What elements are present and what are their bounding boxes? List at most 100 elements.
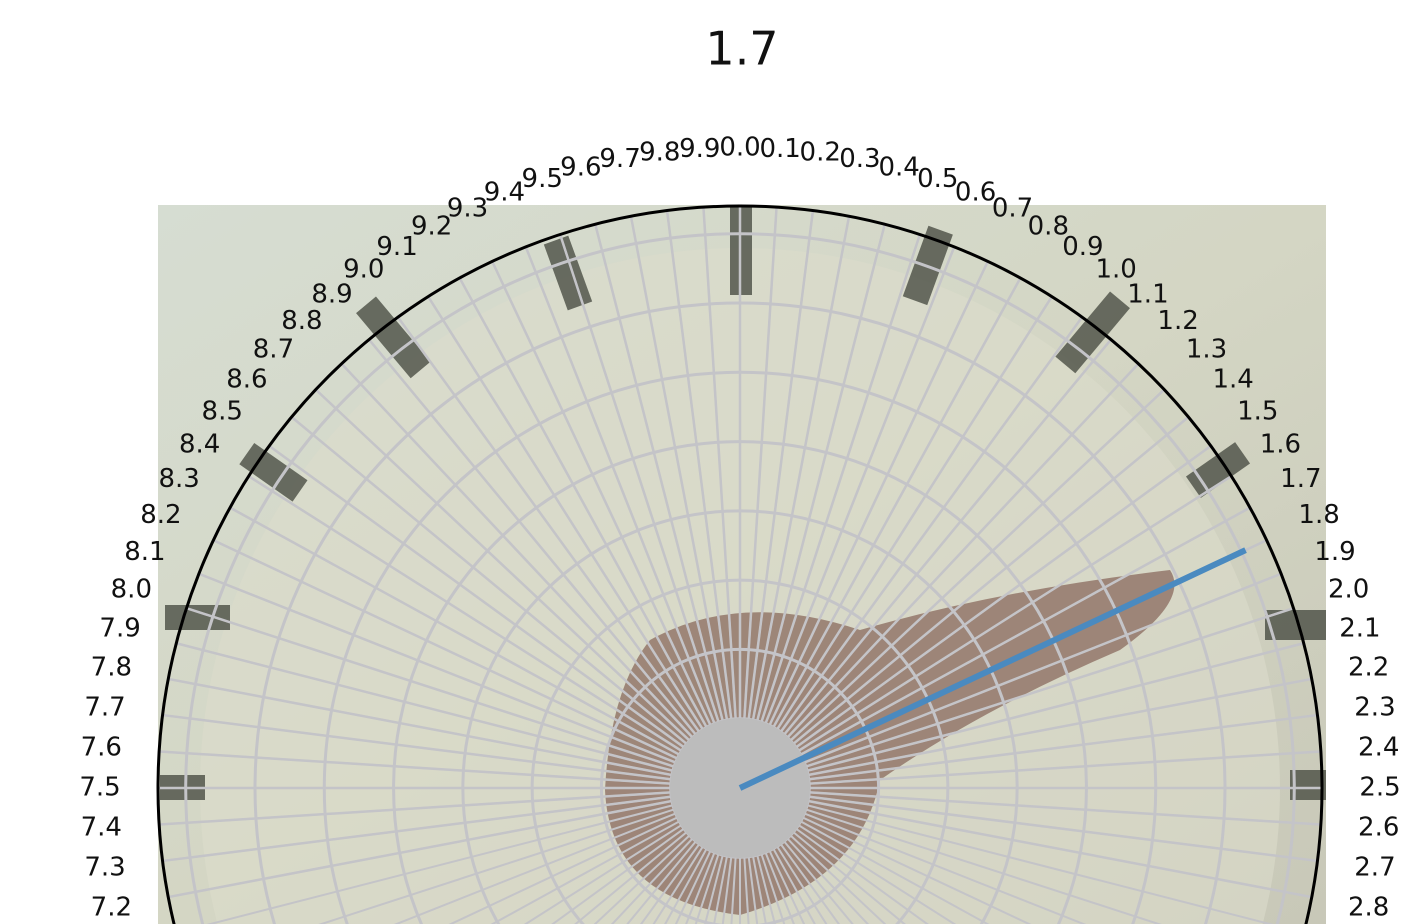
grid-line — [738, 246, 956, 789]
grid-line — [738, 277, 1022, 789]
theta-tick-label: 7.7 — [84, 692, 125, 722]
theta-tick-label: 1.9 — [1314, 537, 1355, 567]
grid-line — [159, 786, 741, 826]
theta-tick-label: 0.3 — [839, 144, 880, 174]
grid-spoke — [739, 787, 1304, 924]
theta-tick-label: 0.5 — [917, 164, 958, 194]
theta-tick-label: 8.4 — [179, 430, 220, 460]
grid-line — [524, 246, 742, 789]
theta-tick-label: 0.1 — [760, 134, 801, 164]
chart-title: 1.7 — [705, 22, 778, 76]
theta-tick-label: 8.1 — [124, 537, 165, 567]
theta-tick-label: 7.2 — [91, 892, 132, 922]
grid-spoke — [739, 787, 1165, 924]
grid-line — [168, 786, 741, 899]
grid-line — [739, 786, 1318, 863]
gauge-outline — [156, 204, 1324, 924]
grid-spoke — [666, 787, 741, 924]
theta-tick-label: 1.5 — [1237, 396, 1278, 426]
grid-line — [738, 260, 989, 789]
theta-tick-label: 1.2 — [1157, 306, 1198, 336]
grid-line — [168, 677, 741, 790]
grid-spoke — [198, 787, 741, 924]
grid-spoke — [739, 787, 1190, 924]
theta-tick-label: 0.9 — [1062, 232, 1103, 262]
grid-line — [290, 416, 741, 789]
grid-line — [458, 277, 742, 789]
grid-line — [162, 713, 741, 790]
theta-tick-label: 0.7 — [992, 193, 1033, 223]
theta-tick-label: 7.6 — [81, 732, 122, 762]
theta-tick-label: 2.8 — [1348, 892, 1389, 922]
grid-line — [368, 338, 741, 789]
grid-line — [738, 295, 1053, 789]
grid-spoke — [212, 787, 741, 924]
grid-spoke — [559, 787, 741, 924]
grid-line — [314, 388, 741, 789]
theta-tick-label: 8.3 — [158, 464, 199, 494]
theta-tick-label: 2.5 — [1359, 773, 1400, 803]
theta-tick-label: 8.9 — [311, 279, 352, 309]
grid-spoke — [739, 787, 1140, 924]
grid-spoke — [315, 787, 741, 924]
theta-tick-label: 9.7 — [599, 144, 640, 174]
grid-line — [159, 750, 741, 790]
theta-tick-label: 1.3 — [1186, 334, 1227, 364]
grid-line — [739, 362, 1140, 789]
grid-line — [702, 207, 742, 789]
grid-spoke — [739, 787, 989, 924]
grid-spoke — [739, 787, 814, 924]
theta-tick-label: 1.8 — [1298, 500, 1339, 530]
grid-line — [739, 786, 1312, 899]
needle — [738, 547, 1247, 791]
theta-tick-label: 8.0 — [111, 575, 152, 605]
grid-line — [738, 223, 886, 789]
grid-line — [739, 506, 1251, 790]
theta-tick-label: 1.4 — [1212, 365, 1253, 395]
grid-spoke — [458, 787, 741, 924]
grid-spoke — [739, 787, 1251, 924]
theta-tick-label: 7.3 — [84, 853, 125, 883]
theta-tick-label: 8.5 — [202, 396, 243, 426]
grid-spoke — [427, 787, 741, 924]
theta-tick-label: 2.6 — [1358, 813, 1399, 843]
grid-spoke — [368, 787, 741, 924]
grid-spoke — [739, 787, 1232, 924]
grid-line — [739, 713, 1318, 790]
grid-line — [198, 572, 741, 790]
theta-tick-label: 7.5 — [79, 773, 120, 803]
grid-line — [739, 416, 1190, 789]
grid-line — [629, 216, 742, 789]
grid-spoke — [739, 787, 886, 924]
theta-tick-label: 9.3 — [447, 193, 488, 223]
theta-tick-label: 8.2 — [140, 500, 181, 530]
grid-spoke — [739, 787, 1294, 924]
theta-tick-label: 1.6 — [1260, 430, 1301, 460]
grid-line — [340, 362, 741, 789]
grid-line — [175, 642, 741, 790]
theta-tick-label: 0.4 — [878, 153, 919, 183]
grid-line — [739, 338, 1112, 789]
grid-line — [665, 210, 742, 789]
grid-spoke — [739, 787, 1212, 924]
theta-tick-label: 0.6 — [955, 177, 996, 207]
theta-tick-label: 7.9 — [99, 613, 140, 643]
grid-spoke — [739, 787, 1282, 924]
grid-line — [739, 572, 1282, 790]
grid-spoke — [268, 787, 741, 924]
theta-tick-label: 2.3 — [1354, 692, 1395, 722]
grid-spoke — [248, 787, 741, 924]
grid-spoke — [176, 787, 741, 924]
grid-line — [268, 444, 741, 790]
grid-spoke — [702, 787, 741, 924]
grid-line — [738, 210, 815, 789]
grid-line — [247, 475, 741, 790]
theta-tick-label: 8.7 — [253, 334, 294, 364]
grid-line — [739, 642, 1305, 790]
theta-tick-label: 0.8 — [1028, 212, 1069, 242]
theta-tick-label: 8.8 — [281, 306, 322, 336]
theta-tick-label: 8.6 — [226, 365, 267, 395]
theta-tick-label: 7.4 — [81, 813, 122, 843]
